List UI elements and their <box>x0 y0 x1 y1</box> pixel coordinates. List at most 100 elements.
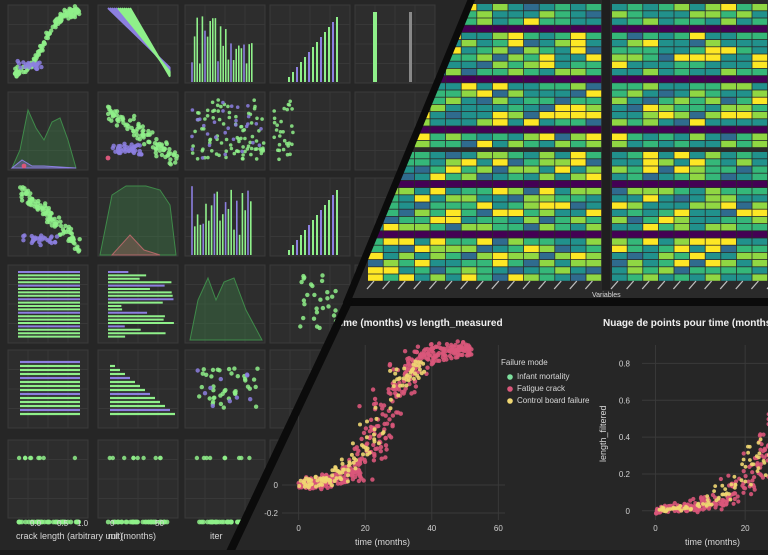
heatmap-cell <box>555 4 570 10</box>
scatter1-xlabel: time (months) <box>355 537 410 547</box>
heatmap-cell <box>430 159 445 165</box>
pair-point <box>248 397 252 401</box>
heatmap-cell <box>659 267 674 273</box>
heatmap-cell <box>643 4 658 10</box>
pair-point <box>243 137 247 141</box>
heatmap-cell <box>643 119 658 125</box>
heatmap-cell <box>540 26 555 32</box>
scatter1-point-fatigue <box>380 406 384 410</box>
heatmap-cell <box>462 224 477 230</box>
scatter1-xtick: 0 <box>296 524 301 533</box>
legend-marker <box>507 398 513 404</box>
scatter1-point-control <box>317 483 321 487</box>
scatter1-point-fatigue <box>362 478 366 482</box>
heatmap-cell <box>690 26 705 32</box>
scatter1-point-control <box>389 406 393 410</box>
pair-point <box>258 147 262 151</box>
scatter2-point-control <box>742 458 746 462</box>
pair-point <box>159 144 163 148</box>
heatmap-cell <box>555 90 570 96</box>
heatmap-cell <box>493 119 508 125</box>
pair-point <box>158 456 162 460</box>
heatmap-cell <box>586 54 601 60</box>
heatmap-cell <box>643 83 658 89</box>
heatmap-cell <box>415 134 430 140</box>
heatmap-cell <box>612 119 627 125</box>
heatmap-cell <box>540 83 555 89</box>
pair-point <box>259 127 263 131</box>
heatmap-cell <box>508 166 523 172</box>
scatter2-point-fatigue <box>761 433 765 437</box>
pair-point <box>141 456 145 460</box>
heatmap-cell <box>446 181 461 187</box>
heatmap-cell <box>540 202 555 208</box>
heatmap-cell <box>586 166 601 172</box>
heatmap-cell <box>524 76 539 82</box>
heatmap-cell <box>508 274 523 280</box>
heatmap-cell <box>524 105 539 111</box>
heatmap-cell <box>628 181 643 187</box>
heatmap-cell <box>524 18 539 24</box>
heatmap-cell <box>706 119 721 125</box>
heatmap-cell <box>446 202 461 208</box>
pair-point <box>251 141 255 145</box>
pair-point <box>46 32 50 36</box>
scatter1-point-control <box>320 477 324 481</box>
scatter1-xtick: 60 <box>494 524 503 533</box>
scatter1-point-fatigue <box>384 443 388 447</box>
pair-point <box>250 121 254 125</box>
pair-point <box>318 298 322 302</box>
heatmap-cell <box>477 202 492 208</box>
heatmap-cell <box>462 195 477 201</box>
pair-point <box>75 247 79 251</box>
pair-point <box>301 316 305 320</box>
heatmap-cell <box>477 210 492 216</box>
heatmap-cell <box>477 40 492 46</box>
pair-point <box>68 237 72 241</box>
heatmap-cell <box>399 267 414 273</box>
scatter2-point-control <box>675 507 679 511</box>
pair-point <box>234 123 238 127</box>
scatter1-xtick: 40 <box>427 524 436 533</box>
pair-point <box>212 396 216 400</box>
scatter1-point-control <box>396 393 400 397</box>
heatmap-cell <box>612 141 627 147</box>
heatmap-cell <box>628 152 643 158</box>
pair-point <box>278 143 282 147</box>
scatter2-point-fatigue <box>726 474 730 478</box>
scatter2-point-fatigue <box>732 502 736 506</box>
pair-point <box>154 147 158 151</box>
pair-point <box>287 103 291 107</box>
heatmap-cell <box>752 159 767 165</box>
legend-item-fatigue: Fatigue crack <box>517 384 565 393</box>
pair-point <box>53 240 57 244</box>
scatter1-point-control <box>333 466 337 470</box>
heatmap-cell <box>477 195 492 201</box>
heatmap-cell <box>706 141 721 147</box>
heatmap-cell <box>674 119 689 125</box>
pair-point <box>222 389 226 393</box>
heatmap-cell <box>524 54 539 60</box>
heatmap-cell <box>540 238 555 244</box>
scatter1-point-fatigue <box>382 422 386 426</box>
pair-point <box>214 520 219 525</box>
pair-point <box>161 148 165 152</box>
heatmap-cell <box>446 76 461 82</box>
heatmap-cell <box>612 202 627 208</box>
pair-point <box>206 109 210 113</box>
pair-point <box>239 520 244 525</box>
heatmap-cell <box>493 253 508 259</box>
heatmap-cell <box>399 238 414 244</box>
heatmap-cell <box>586 238 601 244</box>
pair-point <box>228 111 232 115</box>
heatmap-cell <box>674 4 689 10</box>
heatmap-tick <box>383 281 390 289</box>
heatmap-cell <box>508 202 523 208</box>
heatmap-cell <box>524 267 539 273</box>
pair-point <box>156 143 160 147</box>
heatmap-cell <box>721 267 736 273</box>
heatmap-cell <box>446 238 461 244</box>
heatmap-cell <box>399 224 414 230</box>
scatter1-point-fatigue <box>364 426 368 430</box>
scatter1-point-control <box>417 364 421 368</box>
